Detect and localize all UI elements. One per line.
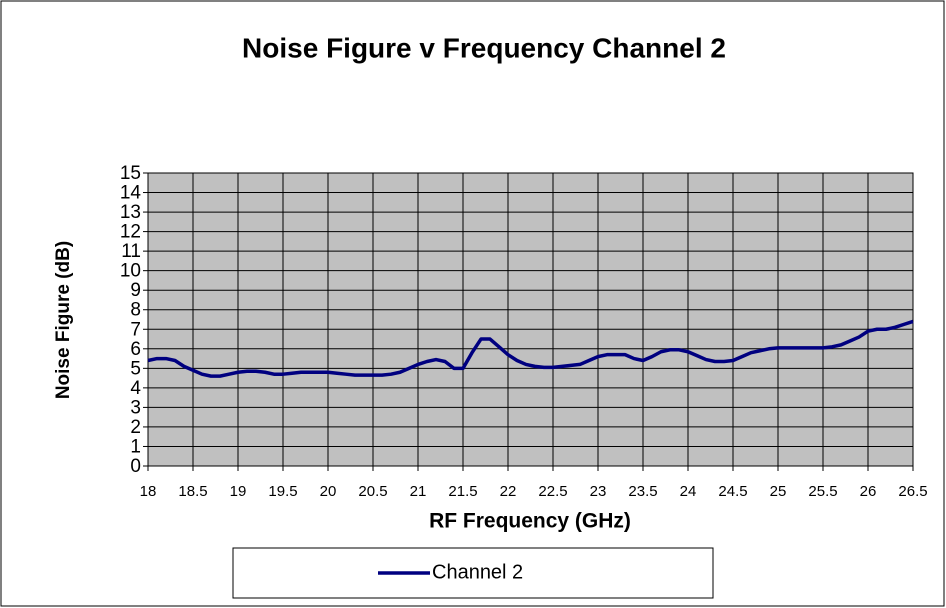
y-tick-label: 9 xyxy=(130,280,141,301)
x-tick-label: 18.5 xyxy=(178,483,207,500)
x-tick-label: 21 xyxy=(410,483,427,500)
x-tick-label: 22.5 xyxy=(538,483,567,500)
x-tick-label: 24.5 xyxy=(718,483,747,500)
legend-label: Channel 2 xyxy=(432,561,523,583)
x-tick-label: 22 xyxy=(500,483,517,500)
y-tick-label: 3 xyxy=(130,397,141,418)
plot-area xyxy=(147,172,914,467)
y-tick-label: 14 xyxy=(120,183,142,204)
x-tick-label: 19.5 xyxy=(268,483,297,500)
x-tick-label: 25.5 xyxy=(808,483,837,500)
y-tick-label: 12 xyxy=(120,222,141,243)
x-tick-label: 26.5 xyxy=(898,483,927,500)
x-axis-label: RF Frequency (GHz) xyxy=(429,510,631,533)
y-tick-label: 5 xyxy=(130,358,141,379)
x-tick-label: 25 xyxy=(770,483,787,500)
y-tick-label: 1 xyxy=(130,436,141,457)
y-tick-label: 13 xyxy=(120,202,141,223)
y-tick-label: 7 xyxy=(130,319,141,340)
y-tick-label: 10 xyxy=(120,261,141,282)
y-tick-label: 2 xyxy=(130,417,141,438)
x-tick-label: 26 xyxy=(860,483,877,500)
y-tick-label: 11 xyxy=(121,241,141,262)
y-tick-label: 6 xyxy=(130,339,141,360)
x-tick-label: 24 xyxy=(680,483,697,500)
y-tick-label: 4 xyxy=(130,378,141,399)
y-tick-label: 8 xyxy=(130,300,141,321)
x-tick-label: 23.5 xyxy=(628,483,657,500)
y-tick-label: 15 xyxy=(120,163,141,184)
legend xyxy=(232,547,714,599)
y-axis-label: Noise Figure (dB) xyxy=(53,241,74,399)
y-tick-label: 0 xyxy=(130,456,141,477)
chart-title: Noise Figure v Frequency Channel 2 xyxy=(242,32,726,63)
x-tick-label: 23 xyxy=(590,483,607,500)
x-tick-label: 18 xyxy=(140,483,157,500)
series-line xyxy=(147,319,914,378)
x-tick-label: 20.5 xyxy=(358,483,387,500)
x-tick-label: 20 xyxy=(320,483,337,500)
x-tick-label: 21.5 xyxy=(448,483,477,500)
x-tick-label: 19 xyxy=(230,483,247,500)
